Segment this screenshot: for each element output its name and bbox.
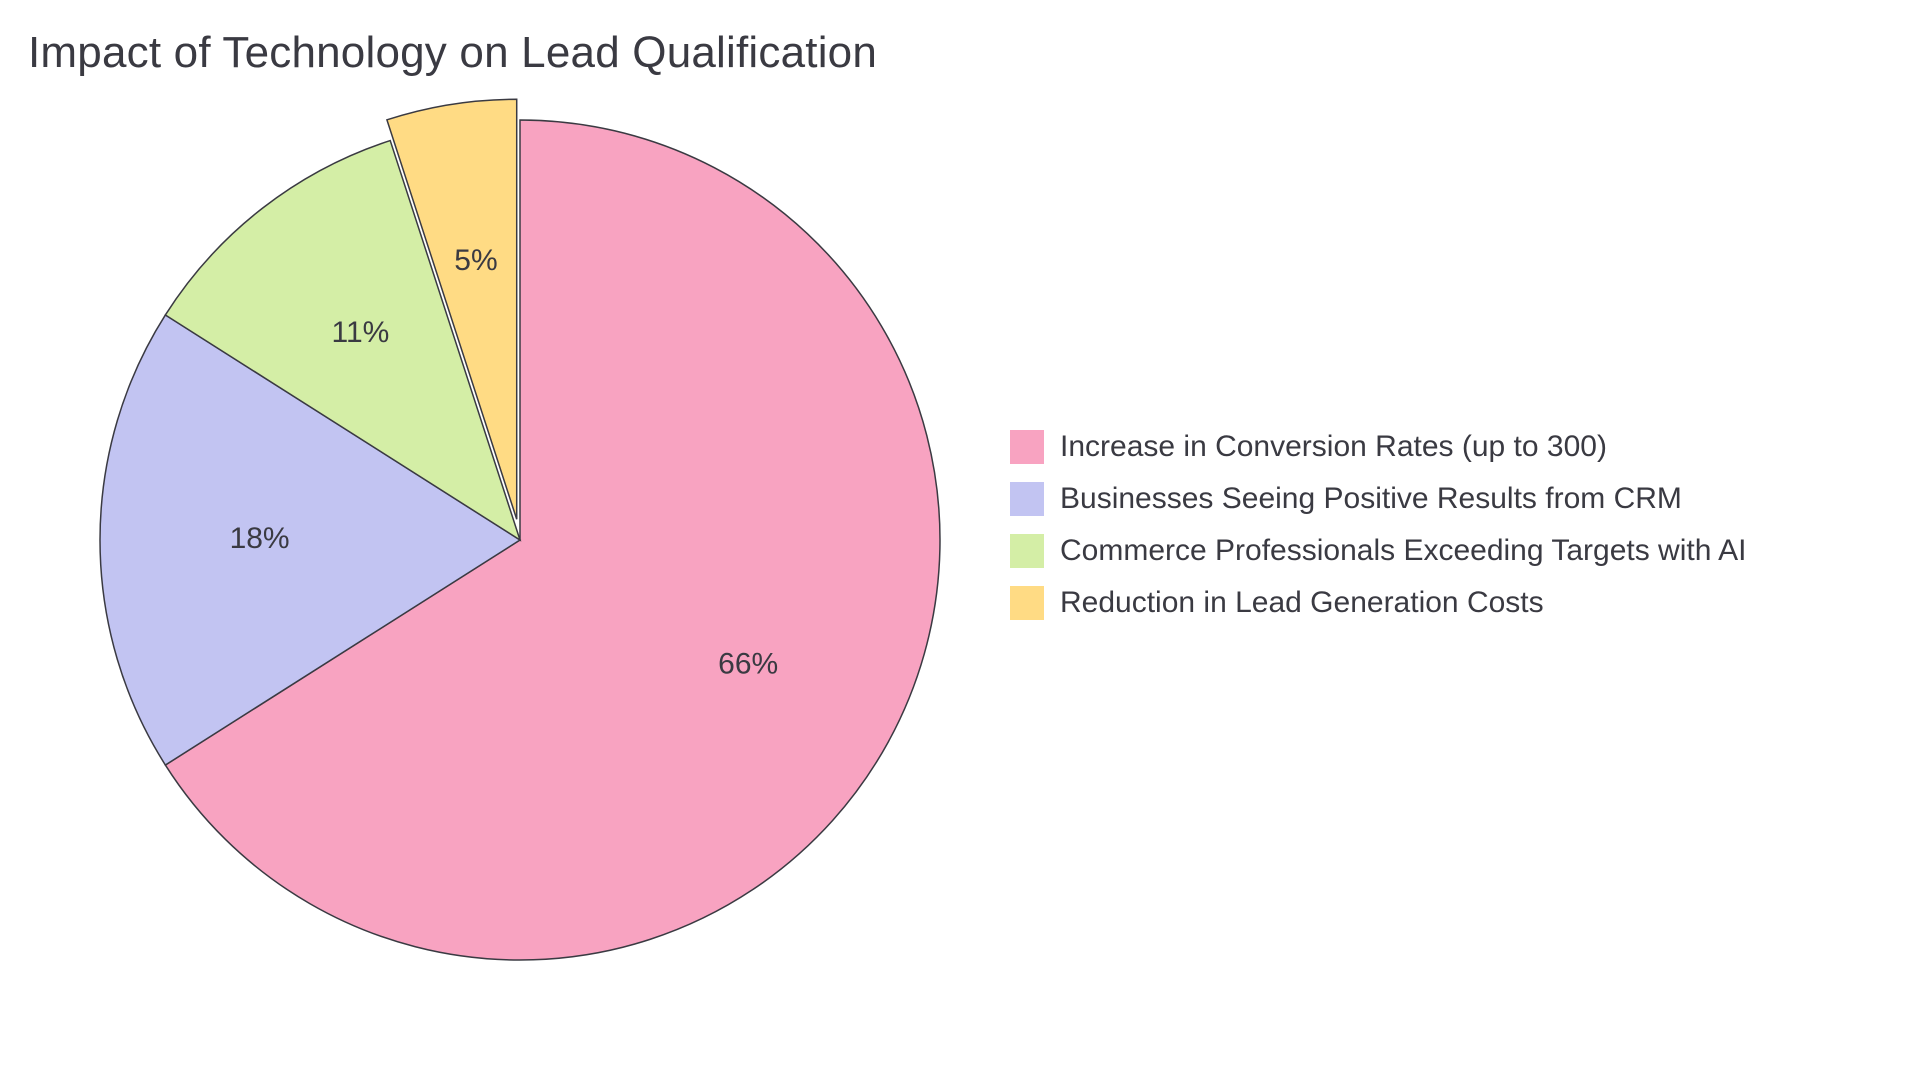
pie-slice-label: 18% [230, 522, 290, 555]
legend-swatch [1010, 534, 1044, 568]
chart-title: Impact of Technology on Lead Qualificati… [28, 28, 877, 78]
legend-swatch [1010, 482, 1044, 516]
legend-item: Commerce Professionals Exceeding Targets… [1010, 534, 1746, 568]
chart-container: Impact of Technology on Lead Qualificati… [0, 0, 1920, 1083]
legend-item: Increase in Conversion Rates (up to 300) [1010, 430, 1746, 464]
legend-swatch [1010, 430, 1044, 464]
legend: Increase in Conversion Rates (up to 300)… [1010, 430, 1746, 620]
legend-item: Reduction in Lead Generation Costs [1010, 586, 1746, 620]
pie-slice-label: 11% [331, 316, 389, 349]
pie-svg: 66% 18% 11% 5% [90, 110, 950, 970]
legend-label: Reduction in Lead Generation Costs [1060, 586, 1544, 620]
pie-slice-label: 5% [454, 244, 497, 277]
legend-label: Businesses Seeing Positive Results from … [1060, 482, 1682, 516]
legend-label: Commerce Professionals Exceeding Targets… [1060, 534, 1746, 568]
legend-label: Increase in Conversion Rates (up to 300) [1060, 430, 1607, 464]
legend-item: Businesses Seeing Positive Results from … [1010, 482, 1746, 516]
legend-swatch [1010, 586, 1044, 620]
pie-chart: 66% 18% 11% 5% [90, 110, 950, 970]
pie-slice-label: 66% [718, 647, 778, 680]
